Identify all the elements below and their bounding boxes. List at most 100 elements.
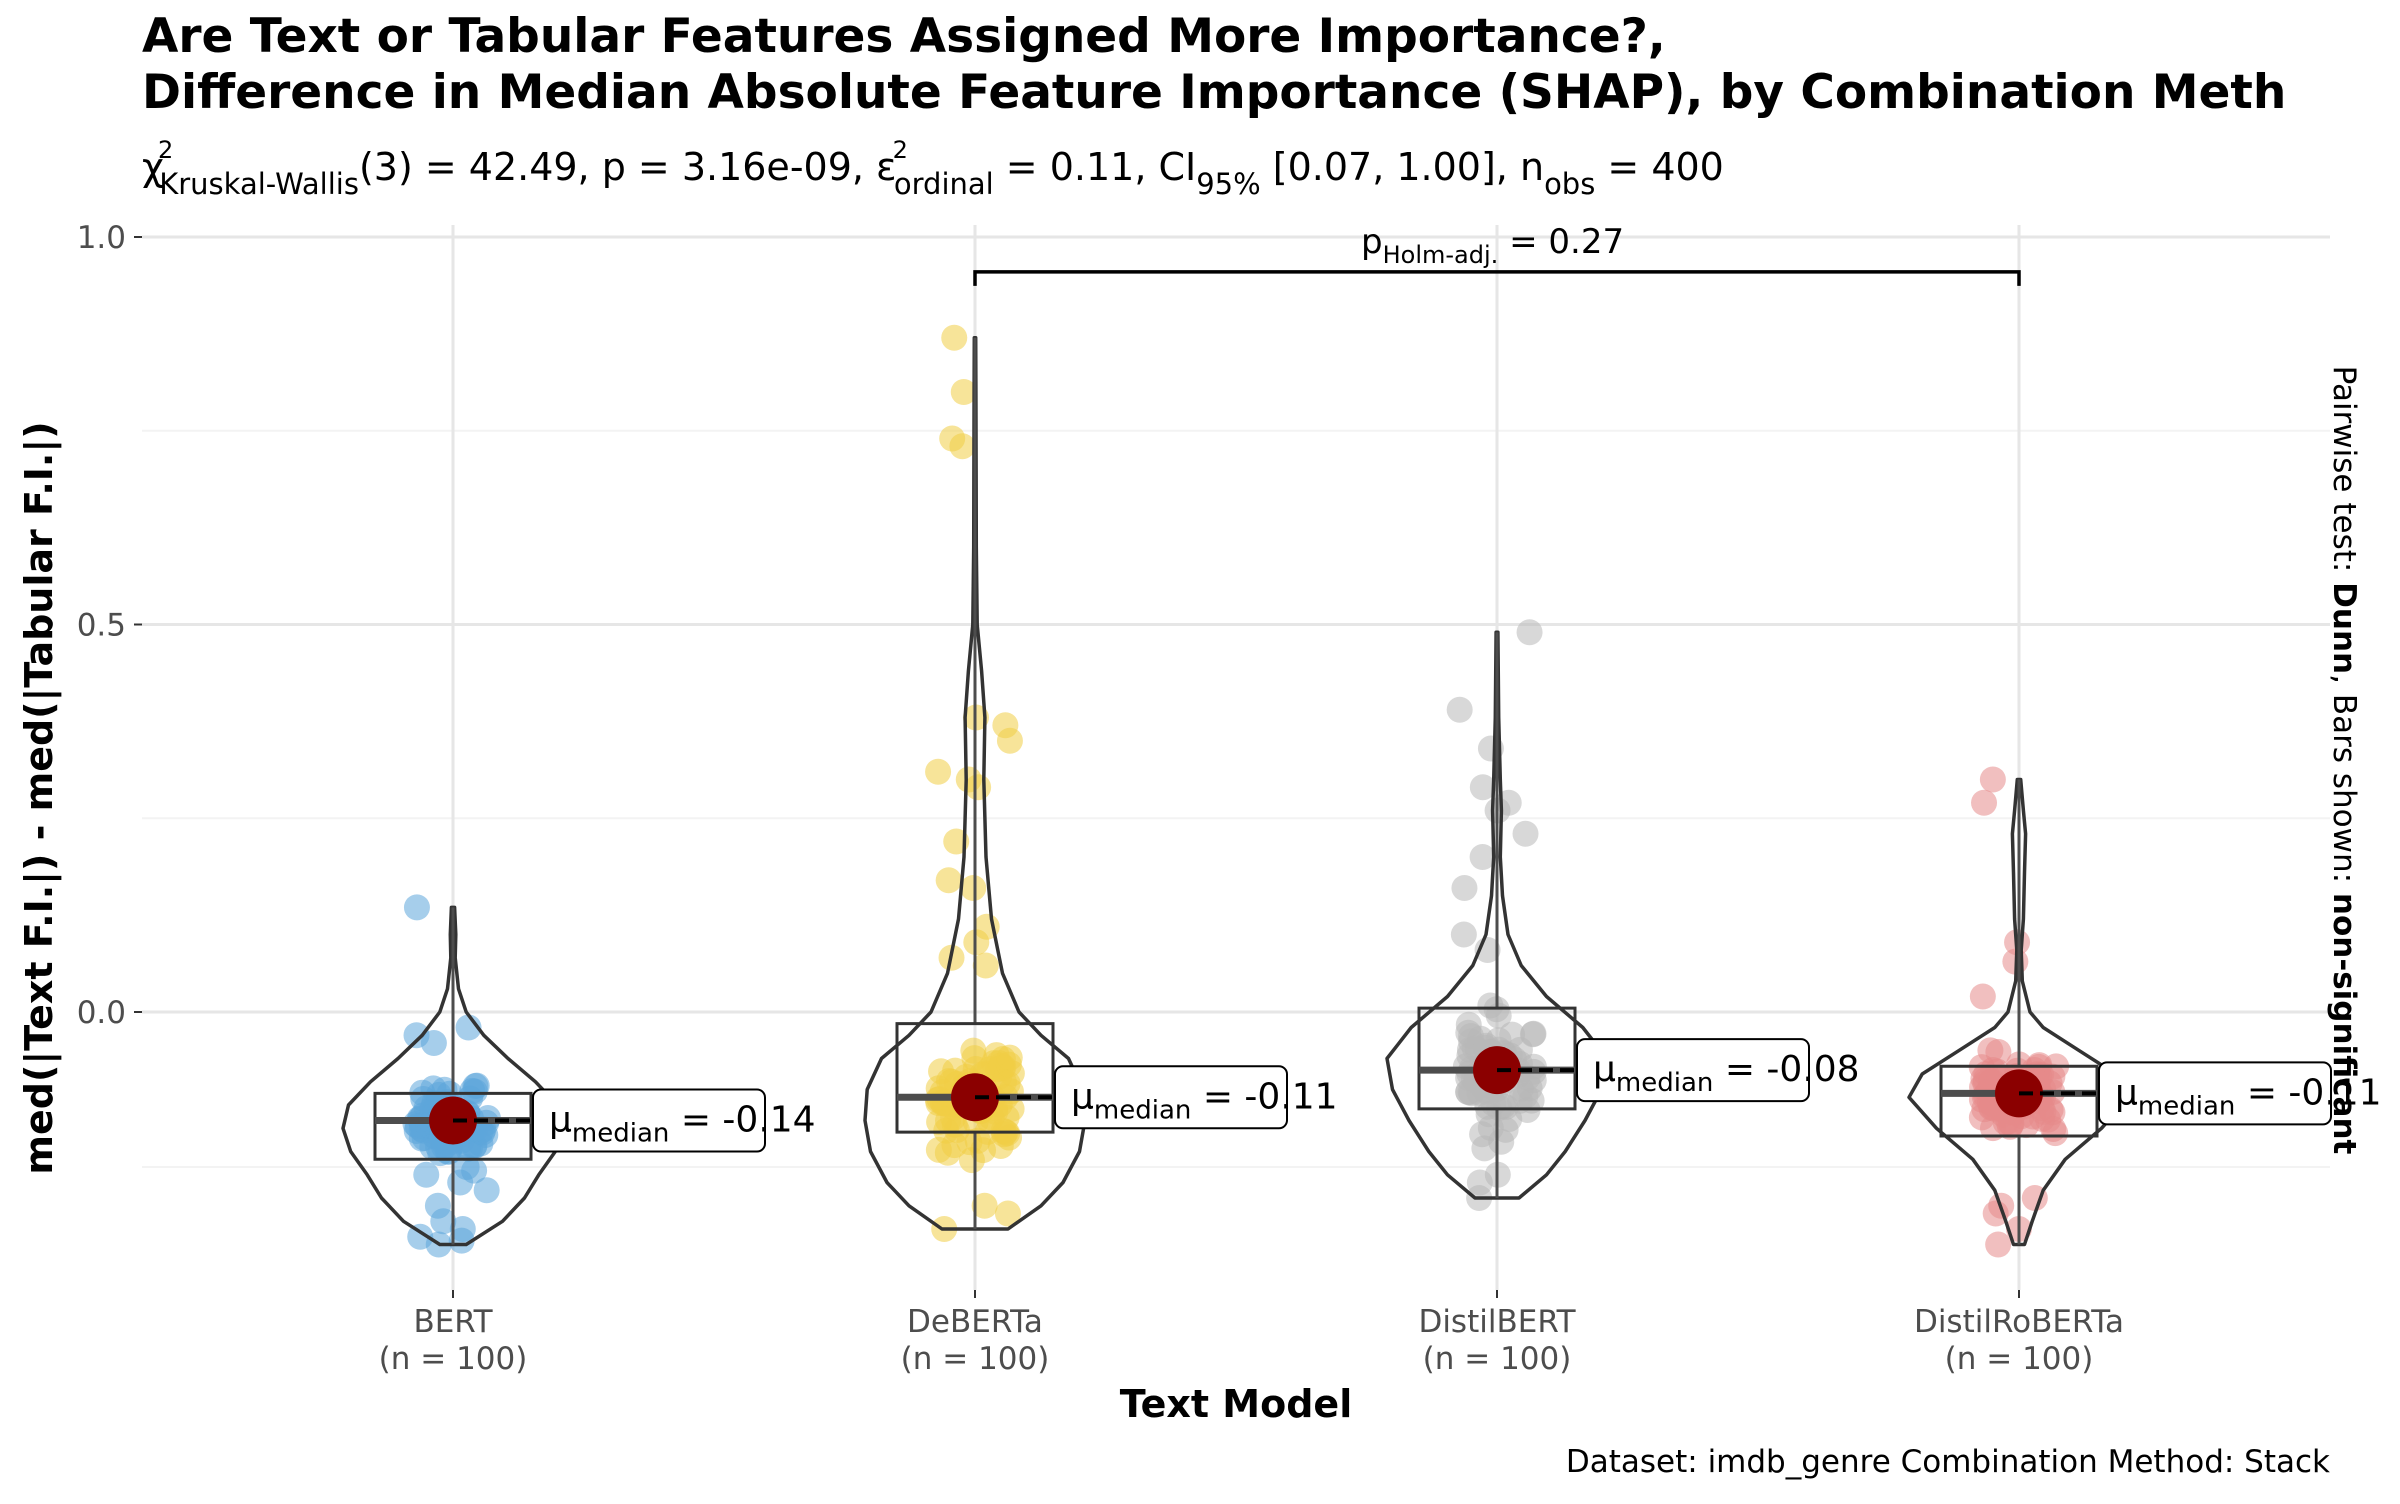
data-point [1516, 619, 1543, 646]
data-point [994, 1200, 1021, 1227]
data-point [1977, 1037, 2004, 1064]
data-point [473, 1177, 500, 1204]
box-distilbert [1417, 1006, 1577, 1111]
median-label-box [1576, 1038, 1810, 1103]
data-point [403, 894, 430, 921]
data-point [407, 1223, 434, 1250]
box-deberta [895, 1022, 1055, 1134]
data-point [925, 758, 952, 785]
subtitle-eps-sub: ordinal [894, 167, 994, 201]
subtitle-eps-val: = 0.11, CI [994, 145, 1197, 189]
x-tick-n-1: (n = 100) [901, 1341, 1050, 1377]
group-distilroberta: μmedian = -0.11 [1907, 766, 2382, 1258]
subtitle-chi-sub: Kruskal-Wallis [159, 167, 359, 201]
data-point [1985, 1231, 2012, 1258]
subtitle-chi-sup: 2 [158, 136, 173, 164]
data-point [1520, 1067, 1547, 1094]
data-point [1519, 1021, 1546, 1048]
data-point [1996, 1113, 2023, 1140]
x-tick-label-2: DistilBERT [1418, 1304, 1576, 1340]
subtitle-df-stat: (3) = 42.49, p = 3.16e-09, [359, 145, 876, 189]
subtitle-ci-range: [0.07, 1.00], n [1261, 145, 1544, 189]
data-point [1469, 1121, 1496, 1148]
y-axis-title: med(|Text F.I.|) - med(|Tabular F.I.|) [17, 421, 62, 1174]
data-point [420, 1075, 447, 1102]
group-distilbert: μmedian = -0.08 [1385, 619, 1860, 1211]
data-point [928, 1058, 955, 1085]
data-point [996, 727, 1023, 754]
annot-layer: pHolm-adj. = 0.27 [973, 222, 2021, 286]
data-point [420, 1030, 447, 1056]
data-point [1512, 820, 1539, 847]
data-point [925, 1136, 952, 1163]
y-tick-label-2: 1.0 [77, 220, 126, 256]
right-caption-test: Dunn [2326, 582, 2362, 674]
data-point [935, 867, 962, 894]
x-tick-n-3: (n = 100) [1945, 1341, 2094, 1377]
data-point [1466, 1169, 1493, 1196]
data-point [2042, 1120, 2069, 1147]
subtitle-eps-sup: 2 [893, 136, 908, 164]
right-caption-result: non-significant [2326, 893, 2362, 1155]
data-point [1446, 696, 1473, 723]
y-tick-label-0: 0.0 [77, 995, 126, 1031]
pairwise-bracket [973, 270, 2021, 286]
x-axis-title: Text Model [1120, 1382, 1352, 1426]
data-point [1480, 1090, 1507, 1117]
median-label-text: μmedian = -0.11 [1071, 1076, 1338, 1125]
chart-title-line2: Difference in Median Absolute Feature Im… [142, 65, 2286, 120]
median-label-box [1054, 1065, 1288, 1130]
data-point [964, 1127, 991, 1154]
data-point [950, 379, 977, 405]
data-point [1457, 1079, 1484, 1106]
data-point [971, 1192, 998, 1219]
median-label-text: μmedian = -0.14 [549, 1100, 816, 1149]
subtitle-eps: ε [876, 145, 897, 189]
data-point [965, 774, 992, 801]
median-label-text: μmedian = -0.11 [2115, 1072, 2382, 1121]
subtitle-n-sub: obs [1544, 167, 1595, 201]
data-point [987, 1133, 1014, 1160]
x-tick-n-0: (n = 100) [379, 1341, 528, 1377]
data-point [1458, 1028, 1485, 1055]
subtitle-ci-sub: 95% [1196, 167, 1260, 201]
data-point [1450, 921, 1477, 948]
subtitle-chi: χ [142, 145, 164, 189]
data-point [1469, 774, 1496, 801]
box-distilroberta [1939, 1064, 2099, 1138]
data-point [1979, 766, 2006, 793]
chart-caption: Dataset: imdb_genre Combination Method: … [1566, 1444, 2330, 1480]
group-deberta: μmedian = -0.11 [863, 324, 1338, 1242]
data-point [1469, 844, 1496, 870]
median-label-text: μmedian = -0.08 [1593, 1049, 1860, 1098]
x-tick-label-0: BERT [413, 1304, 493, 1340]
right-caption-prefix: Pairwise test: [2326, 366, 2362, 583]
data-point [424, 1192, 451, 1219]
data-point [995, 1051, 1022, 1078]
data-point [1969, 983, 1996, 1010]
data-point [449, 1216, 476, 1242]
data-point [1518, 1087, 1545, 1114]
right-caption-middle: , Bars shown: [2326, 674, 2362, 893]
pairwise-p-label: pHolm-adj. = 0.27 [1361, 222, 1624, 269]
data-point [461, 1157, 488, 1184]
data-point [960, 875, 987, 901]
median-label-box [2098, 1061, 2332, 1126]
x-tick-label-3: DistilRoBERTa [1914, 1304, 2124, 1340]
data-point [1451, 875, 1478, 901]
x-tick-n-2: (n = 100) [1423, 1341, 1572, 1377]
data-point [972, 952, 999, 979]
chart-subtitle: χ2 Kruskal-Wallis(3) = 42.49, p = 3.16e-0… [142, 136, 1724, 201]
data-point [413, 1161, 440, 1188]
data-point [1971, 789, 1998, 816]
y-tick-label-1: 0.5 [77, 608, 126, 644]
median-label-box [532, 1088, 766, 1153]
group-bert: μmedian = -0.14 [341, 894, 816, 1258]
chart-title-line1: Are Text or Tabular Features Assigned Mo… [142, 9, 1666, 64]
box-bert [373, 1091, 533, 1161]
subtitle-n-val: = 400 [1595, 145, 1724, 189]
right-caption: Pairwise test: Dunn, Bars shown: non-sig… [2326, 366, 2362, 1155]
